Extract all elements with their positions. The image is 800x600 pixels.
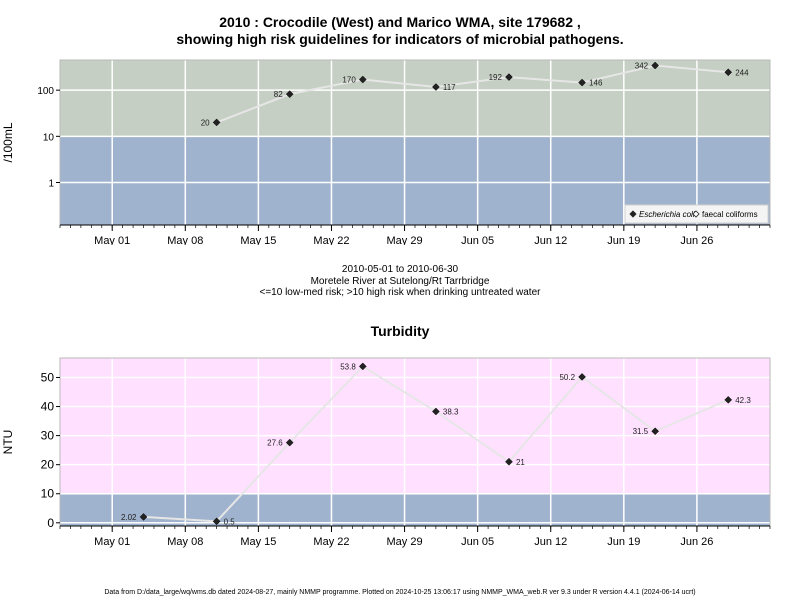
x-tick-label: Jun 26 <box>680 536 713 548</box>
data-point <box>212 517 221 526</box>
x-tick-label: May 22 <box>313 536 349 548</box>
legend-marker <box>692 210 700 218</box>
turbidity-chart: 0 10 20 30 40 50 May 01 May 08 May 15 May 22 May 2… <box>1 357 771 548</box>
x-tick-label: May 15 <box>240 536 276 548</box>
data-label: 42.3 <box>735 396 751 405</box>
x-tick-label: Jun 19 <box>607 536 640 548</box>
y-tick-label: 100 <box>37 86 54 97</box>
data-label: 192 <box>489 73 503 82</box>
turbidity-title: Turbidity <box>370 323 430 339</box>
y-tick-label: 10 <box>43 132 55 143</box>
data-label: 31.5 <box>633 427 649 436</box>
data-point <box>578 78 586 87</box>
y-tick-label: 10 <box>41 487 55 501</box>
y-tick-label: 0 <box>47 516 54 530</box>
data-point <box>212 118 221 127</box>
data-point <box>285 90 294 98</box>
data-point <box>724 396 733 404</box>
y-tick-label: 30 <box>41 429 55 443</box>
x-tick-label: May 08 <box>167 235 203 245</box>
data-label: 146 <box>589 79 603 88</box>
data-label: 117 <box>443 83 456 92</box>
data-point <box>358 75 367 84</box>
data-point <box>505 457 513 466</box>
ecoli-chart: 1 10 100 May 01 May 08 May 15 May 22 May 29 Jun … <box>1 59 771 245</box>
legend-marker <box>629 210 637 218</box>
data-point <box>432 83 440 91</box>
data-point <box>432 407 440 416</box>
data-point <box>358 362 367 371</box>
data-point <box>139 513 148 521</box>
series-line <box>216 64 729 124</box>
high-risk-band <box>60 358 770 494</box>
x-tick-label: Jun 12 <box>534 235 567 245</box>
low-risk-band <box>60 493 770 526</box>
data-label: 38.3 <box>443 407 459 416</box>
data-label: 82 <box>274 90 283 99</box>
site-caption: Moretele River at Sutelong/Rt Tarrbridge <box>310 276 490 287</box>
y-tick-label: 20 <box>41 458 55 472</box>
data-label: 2.02 <box>121 513 137 522</box>
data-point <box>651 61 660 70</box>
data-label: 20 <box>201 118 210 127</box>
chart-title-line1: 2010 : Crocodile (West) and Marico WMA, … <box>219 14 581 30</box>
date-range-caption: 2010-05-01 to 2010-06-30 <box>341 264 459 275</box>
data-label: 342 <box>635 62 649 71</box>
data-label: 170 <box>342 76 356 85</box>
data-point <box>651 427 660 436</box>
data-label: 53.8 <box>340 362 356 371</box>
data-point <box>505 73 513 81</box>
footer-note: Data from D:/data_large/wq/wms.db dated … <box>104 589 696 596</box>
data-label: 0.5 <box>224 517 236 526</box>
chart-title-line2: showing high risk guidelines for indicat… <box>176 31 624 47</box>
data-label: 21 <box>516 458 525 467</box>
data-label: 27.6 <box>267 439 283 448</box>
x-tick-label: May 22 <box>313 235 349 245</box>
x-tick-label: May 01 <box>94 235 130 245</box>
y-axis-label: /100mL <box>1 122 15 162</box>
x-tick-label: May 01 <box>94 536 130 548</box>
x-tick-label: May 08 <box>167 536 203 548</box>
x-tick-label: May 29 <box>387 536 423 548</box>
y-tick-label: 1 <box>48 178 54 189</box>
x-tick-label: Jun 05 <box>461 536 494 548</box>
y-tick-label: 40 <box>41 400 55 414</box>
data-label: 50.2 <box>559 373 575 382</box>
x-tick-label: Jun 12 <box>534 536 567 548</box>
high-risk-band <box>60 60 770 137</box>
x-tick-label: Jun 19 <box>607 235 640 245</box>
y-axis-label: NTU <box>1 430 15 455</box>
data-point <box>578 373 586 381</box>
x-tick-label: May 15 <box>240 235 276 245</box>
y-tick-label: 50 <box>41 370 55 384</box>
risk-caption: <=10 low-med risk; >10 high risk when dr… <box>259 287 541 298</box>
data-label: 244 <box>735 68 749 77</box>
data-point <box>285 438 294 447</box>
x-tick-label: May 29 <box>387 235 423 245</box>
x-tick-label: Jun 26 <box>680 235 713 245</box>
data-point <box>724 68 733 77</box>
x-tick-label: Jun 05 <box>461 235 494 245</box>
legend-label: faecal coliforms <box>702 210 758 219</box>
legend-label: Escherichia coli <box>639 210 695 219</box>
